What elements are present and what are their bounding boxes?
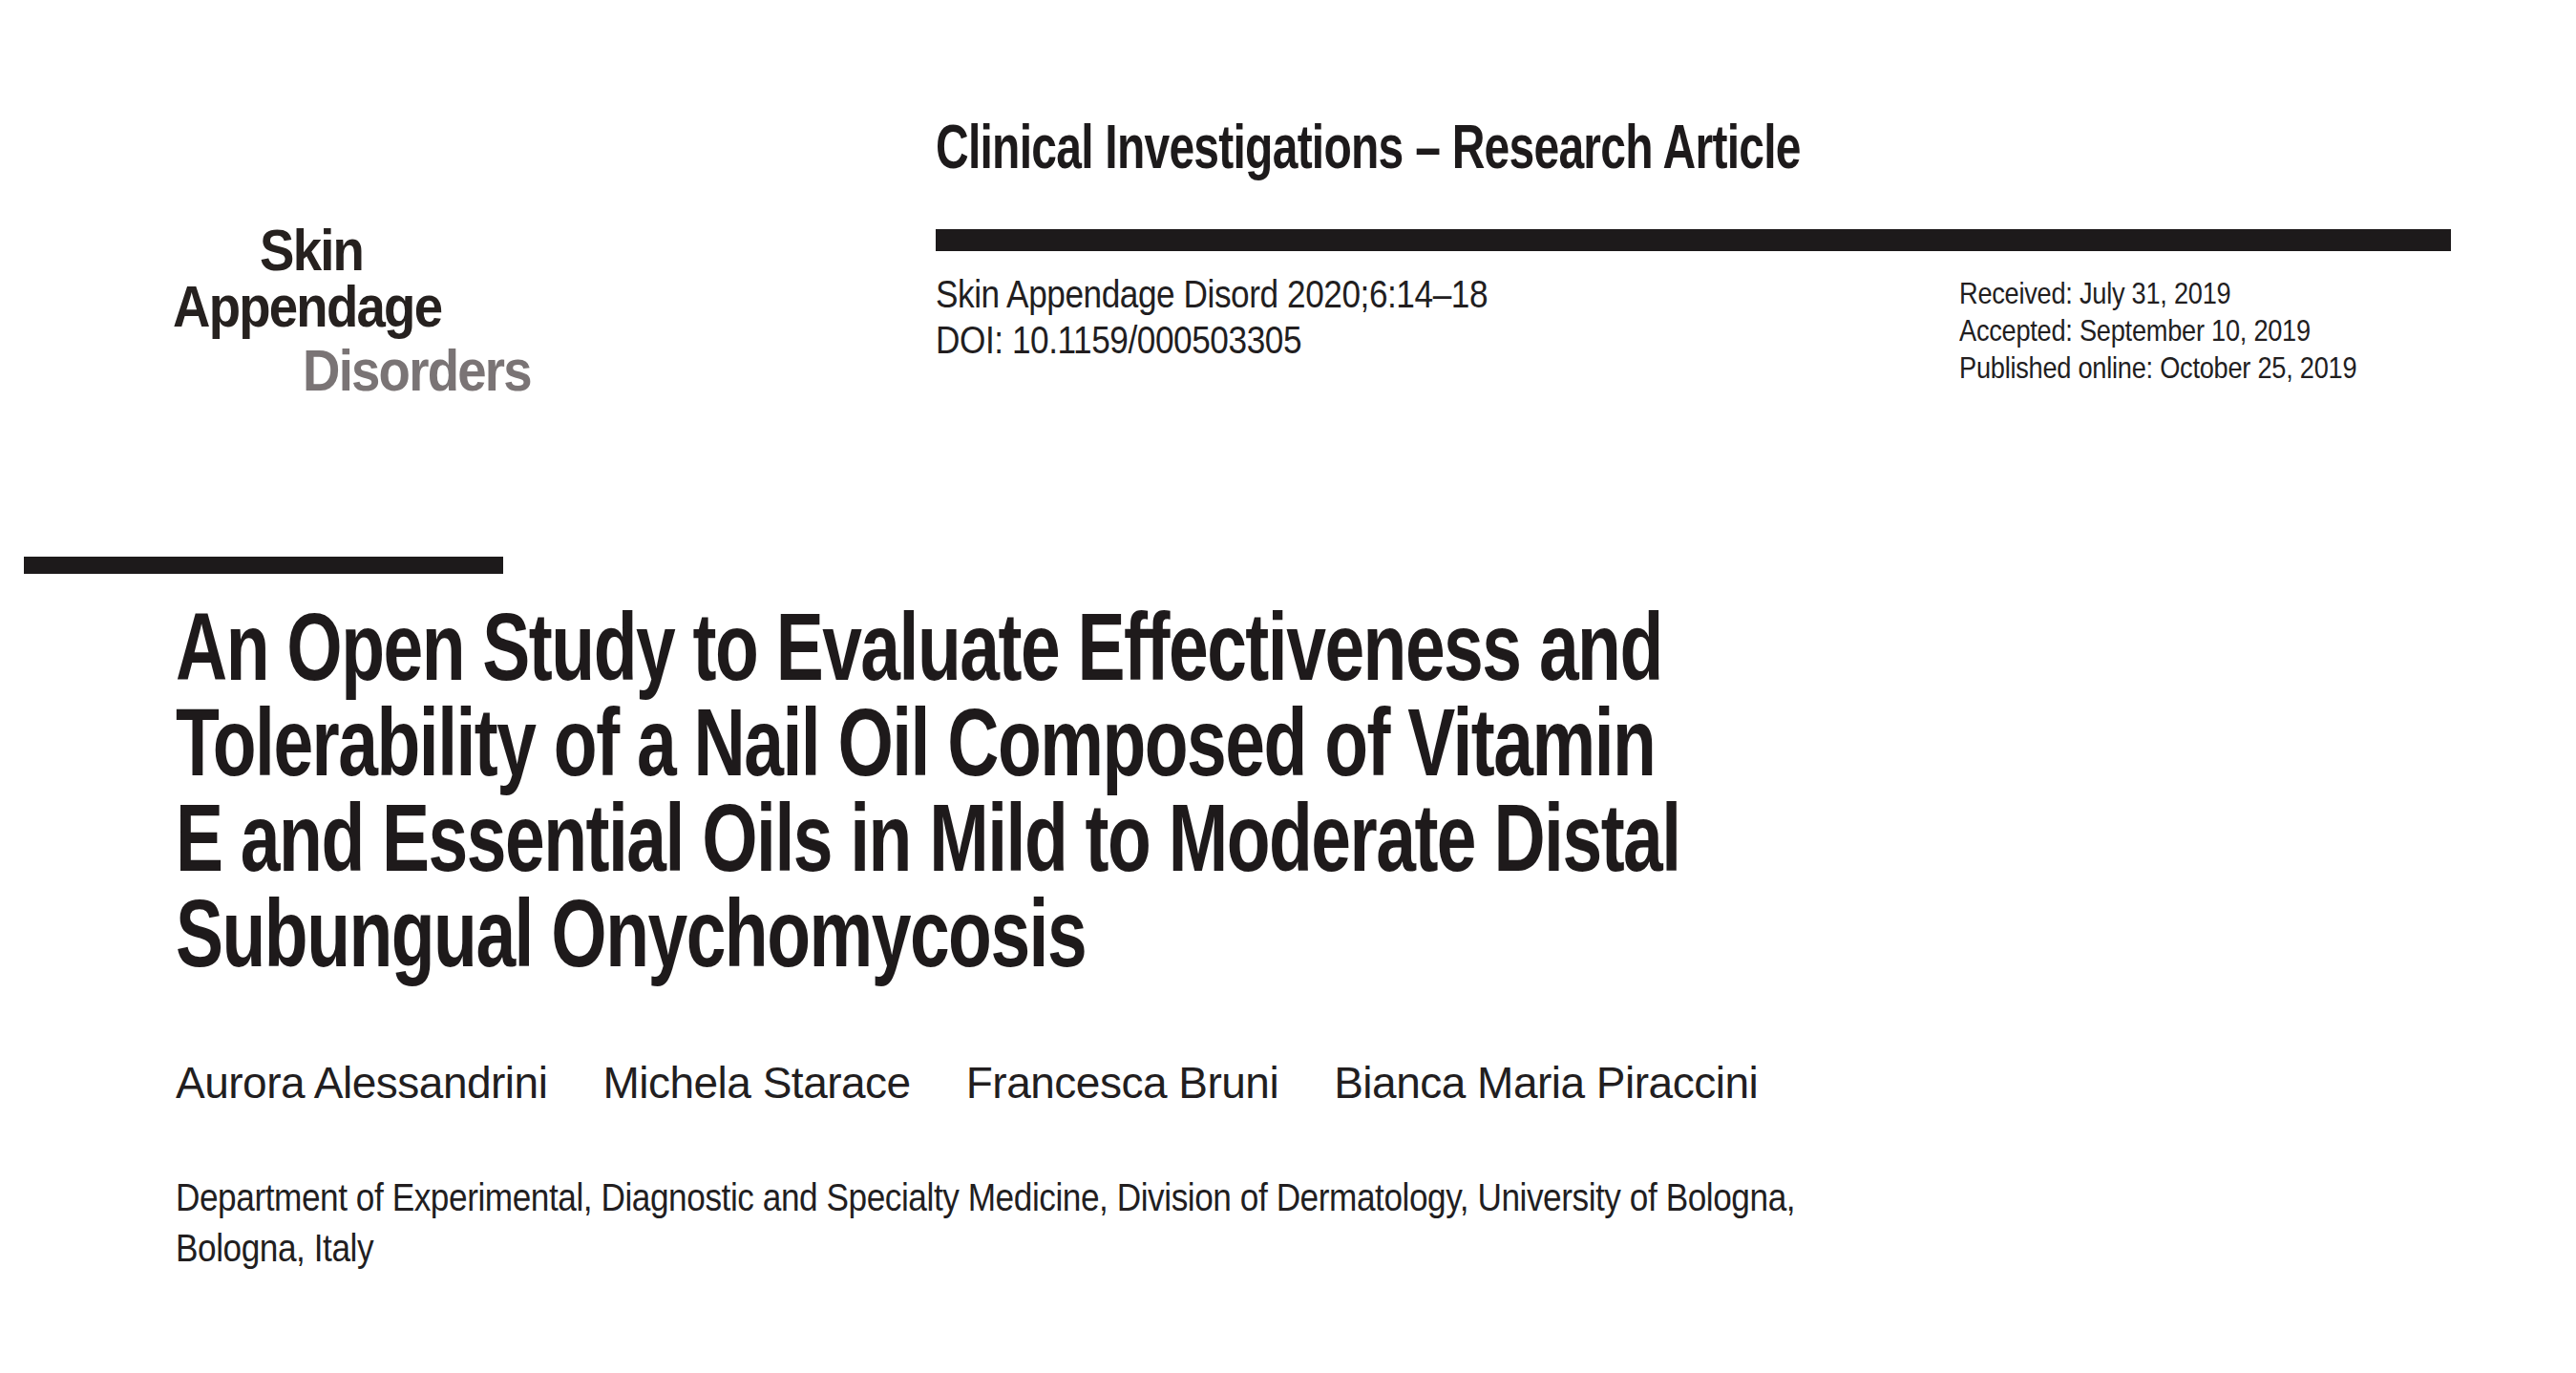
author-name: Aurora Alessandrini <box>176 1061 547 1105</box>
affiliation-line: Department of Experimental, Diagnostic a… <box>176 1172 1795 1223</box>
article-title-line: An Open Study to Evaluate Effectiveness … <box>176 599 1680 694</box>
section-label: Clinical Investigations – Research Artic… <box>936 116 1801 178</box>
affiliation-block: Department of Experimental, Diagnostic a… <box>176 1172 1795 1274</box>
author-name: Michela Starace <box>602 1061 910 1105</box>
authors-line: Aurora Alessandrini Michela Starace Fran… <box>176 1061 1758 1105</box>
journal-logo-line-disorders: Disorders <box>303 341 531 400</box>
header-rule <box>936 229 2451 251</box>
affiliation-line: Bologna, Italy <box>176 1223 1795 1274</box>
date-received: Received: July 31, 2019 <box>1959 275 2356 312</box>
author-name: Francesca Bruni <box>966 1061 1278 1105</box>
article-title: An Open Study to Evaluate Effectiveness … <box>176 599 1680 981</box>
date-accepted: Accepted: September 10, 2019 <box>1959 312 2356 349</box>
citation-journal-ref: Skin Appendage Disord 2020;6:14–18 <box>936 271 1488 317</box>
journal-logo-line-skin: Skin <box>260 221 363 280</box>
journal-logo-line-appendage: Appendage <box>173 277 441 336</box>
article-first-page: Skin Appendage Disorders Clinical Invest… <box>0 0 2576 1373</box>
dates-block: Received: July 31, 2019 Accepted: Septem… <box>1959 275 2356 387</box>
author-name: Bianca Maria Piraccini <box>1334 1061 1758 1105</box>
article-title-line: Subungual Onychomycosis <box>176 885 1680 981</box>
title-rule <box>24 557 503 574</box>
date-published-online: Published online: October 25, 2019 <box>1959 349 2356 387</box>
article-title-line: E and Essential Oils in Mild to Moderate… <box>176 790 1680 885</box>
article-title-line: Tolerability of a Nail Oil Composed of V… <box>176 694 1680 790</box>
citation-block: Skin Appendage Disord 2020;6:14–18 DOI: … <box>936 271 1488 363</box>
citation-doi: DOI: 10.1159/000503305 <box>936 317 1488 363</box>
